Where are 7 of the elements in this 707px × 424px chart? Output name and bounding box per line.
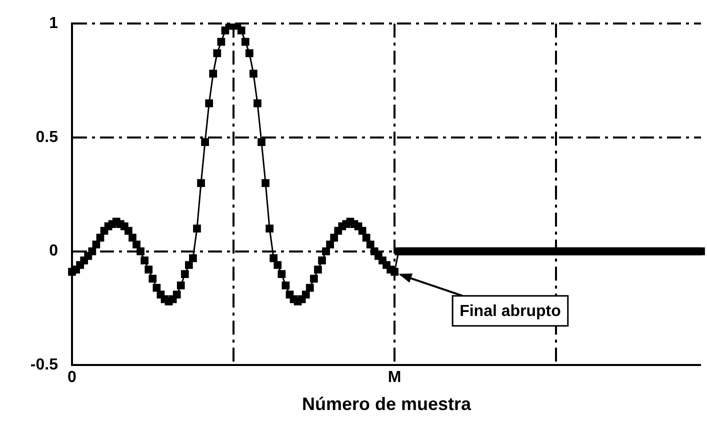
y-tick-label: -0.5 [30,356,58,374]
annotation: Final abrupto [460,303,562,320]
x-axis-title: Número de muestra [302,394,472,414]
y-tick-label: 0.5 [36,128,58,146]
y-tick-label: 0 [49,242,58,260]
x-tick-label: M [388,369,402,386]
y-tick-label: 1 [49,15,58,32]
